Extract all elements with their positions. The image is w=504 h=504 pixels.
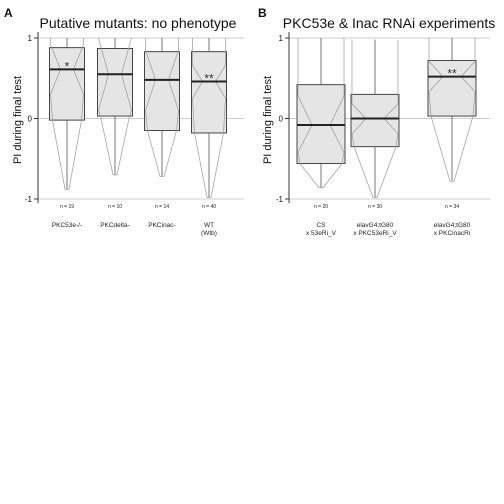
category-label: WT — [204, 222, 214, 229]
n-label: n = 19 — [60, 204, 74, 210]
category-label: x PKC53eRi_V — [353, 230, 397, 237]
box-iqr — [350, 93, 400, 148]
category-label: x 53eRi_V — [306, 230, 337, 237]
notch-outline — [351, 39, 399, 198]
category-label: x PKCinacRi — [434, 230, 470, 237]
box-iqr — [427, 60, 477, 117]
panel-b-ylabel: PI during final test — [262, 76, 274, 164]
significance-marker: * — [65, 59, 70, 73]
y-tick-label: 1 — [279, 34, 284, 43]
n-label: n = 20 — [314, 204, 328, 210]
n-label: n = 30 — [368, 204, 382, 210]
panel-a-ylabel: PI during final test — [12, 76, 24, 164]
significance-marker: ** — [447, 67, 457, 81]
y-tick-label: -1 — [276, 195, 284, 204]
n-label: n = 10 — [108, 204, 122, 210]
n-label: n = 34 — [445, 204, 459, 210]
panel-a-title: Putative mutants: no phenotype — [40, 15, 237, 31]
notch-outline — [98, 37, 132, 176]
category-label: PKCinac- — [148, 222, 175, 229]
category-label: (Wtb) — [201, 230, 217, 237]
box-iqr — [191, 51, 227, 134]
category-label: elavG4;tG80 — [357, 222, 394, 229]
n-label: n = 14 — [155, 204, 169, 210]
panel-label-b: B — [258, 6, 267, 20]
panel-b-title: PKC53e & Inac RNAi experiments — [283, 15, 495, 31]
n-label: n = 40 — [202, 204, 216, 210]
notch-outline — [145, 38, 179, 177]
y-tick-label: 0 — [28, 115, 33, 124]
panel-a-plot: -1 0 1 * n = 19 PKC53e-/- n = 10 PKCdelta-n = 1… — [25, 32, 244, 237]
y-tick-label: -1 — [25, 195, 33, 204]
category-label: PKCdelta- — [100, 222, 130, 229]
notch-outline — [50, 38, 84, 190]
notch-outline — [297, 38, 345, 189]
category-label: PKC53e-/- — [52, 222, 82, 229]
y-tick-label: 1 — [28, 34, 33, 43]
category-label: elavG4;tG80 — [434, 222, 471, 229]
y-tick-label: 0 — [279, 115, 284, 124]
notch-outline — [192, 38, 226, 198]
panel-label-a: A — [4, 6, 13, 20]
notch-outline — [428, 38, 476, 182]
significance-marker: ** — [204, 71, 214, 85]
category-label: CS — [316, 222, 326, 229]
box-iqr — [97, 48, 133, 117]
